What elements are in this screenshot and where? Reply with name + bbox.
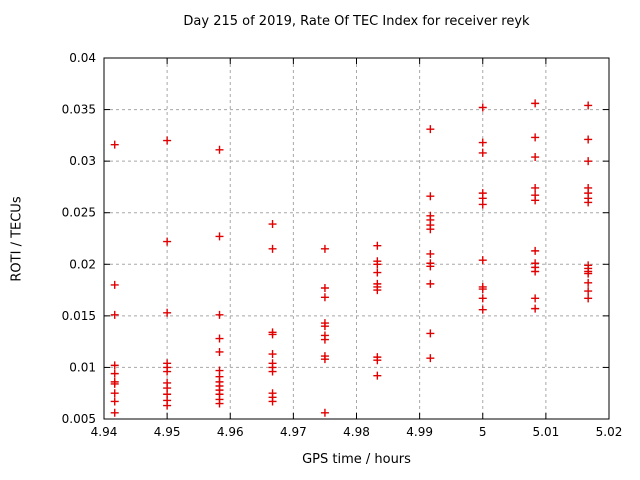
data-point-marker xyxy=(478,305,487,314)
data-point-marker xyxy=(426,279,435,288)
x-tick-label: 4.94 xyxy=(91,425,118,439)
data-point-marker xyxy=(478,200,487,209)
x-tick-label: 5 xyxy=(479,425,487,439)
data-point-marker xyxy=(426,125,435,134)
x-tick-label: 4.95 xyxy=(154,425,181,439)
data-point-marker xyxy=(478,148,487,157)
data-point-marker xyxy=(163,367,172,376)
x-tick-label: 4.98 xyxy=(343,425,370,439)
data-point-marker xyxy=(110,280,119,289)
data-point-marker xyxy=(110,397,119,406)
data-point-marker xyxy=(584,198,593,207)
data-point-marker xyxy=(163,401,172,410)
x-tick-label: 5.01 xyxy=(533,425,560,439)
data-point-marker xyxy=(268,367,277,376)
data-point-marker xyxy=(320,322,329,331)
data-point-marker xyxy=(215,145,224,154)
data-point-marker xyxy=(478,256,487,265)
data-point-marker xyxy=(110,389,119,398)
data-point-marker xyxy=(268,350,277,359)
data-point-marker xyxy=(584,101,593,110)
data-point-marker xyxy=(584,269,593,278)
chart-title: Day 215 of 2019, Rate Of TEC Index for r… xyxy=(183,14,530,29)
data-point-marker xyxy=(373,260,382,269)
data-point-marker xyxy=(584,278,593,287)
data-point-marker xyxy=(215,232,224,241)
data-point-marker xyxy=(531,294,540,303)
data-point-marker xyxy=(163,136,172,145)
data-point-marker xyxy=(584,135,593,144)
data-point-marker xyxy=(215,347,224,356)
data-point-marker xyxy=(320,355,329,364)
data-point-marker xyxy=(531,246,540,255)
data-point-marker xyxy=(373,356,382,365)
data-point-marker xyxy=(268,397,277,406)
y-tick-label: 0.02 xyxy=(69,257,96,271)
data-point-marker xyxy=(426,249,435,258)
y-tick-label: 0.01 xyxy=(69,360,96,374)
data-point-marker xyxy=(584,157,593,166)
data-point-marker xyxy=(478,285,487,294)
x-tick-label: 4.97 xyxy=(280,425,307,439)
data-point-marker xyxy=(531,196,540,205)
data-point-marker xyxy=(110,361,119,370)
data-point-marker xyxy=(426,262,435,271)
data-point-marker xyxy=(373,371,382,380)
data-point-marker xyxy=(531,304,540,313)
data-point-marker xyxy=(110,140,119,149)
data-point-marker xyxy=(373,241,382,250)
data-point-marker xyxy=(478,103,487,112)
data-point-marker xyxy=(215,310,224,319)
data-point-marker xyxy=(531,133,540,142)
data-point-marker xyxy=(215,399,224,408)
data-point-marker xyxy=(110,310,119,319)
data-point-marker xyxy=(320,408,329,417)
data-point-marker xyxy=(268,220,277,229)
data-point-marker xyxy=(426,354,435,363)
data-point-marker xyxy=(110,379,119,388)
data-point-marker xyxy=(268,244,277,253)
x-tick-label: 5.02 xyxy=(596,425,623,439)
y-tick-label: 0.025 xyxy=(62,206,96,220)
data-point-marker xyxy=(478,138,487,147)
data-point-marker xyxy=(215,334,224,343)
data-point-marker xyxy=(531,99,540,108)
data-point-marker xyxy=(426,225,435,234)
y-tick-label: 0.015 xyxy=(62,309,96,323)
data-point-marker xyxy=(163,308,172,317)
data-point-marker xyxy=(531,153,540,162)
data-point-marker xyxy=(426,329,435,338)
data-point-marker xyxy=(320,284,329,293)
y-tick-label: 0.04 xyxy=(69,51,96,65)
data-point-marker xyxy=(268,330,277,339)
data-point-marker xyxy=(110,408,119,417)
data-point-marker xyxy=(531,267,540,276)
x-axis-label: GPS time / hours xyxy=(302,452,411,467)
x-tick-label: 4.99 xyxy=(406,425,433,439)
data-point-marker xyxy=(320,335,329,344)
data-point-marker xyxy=(110,369,119,378)
data-point-marker xyxy=(531,183,540,192)
data-point-marker xyxy=(373,268,382,277)
data-point-marker xyxy=(373,286,382,295)
data-point-marker xyxy=(320,293,329,302)
data-point-marker xyxy=(426,192,435,201)
y-tick-label: 0.005 xyxy=(62,412,96,426)
y-tick-label: 0.03 xyxy=(69,154,96,168)
data-point-marker xyxy=(478,294,487,303)
data-point-marker xyxy=(584,294,593,303)
x-tick-label: 4.96 xyxy=(217,425,244,439)
data-point-marker xyxy=(163,237,172,246)
data-point-marker xyxy=(320,244,329,253)
y-tick-label: 0.035 xyxy=(62,103,96,117)
data-point-marker xyxy=(584,287,593,296)
